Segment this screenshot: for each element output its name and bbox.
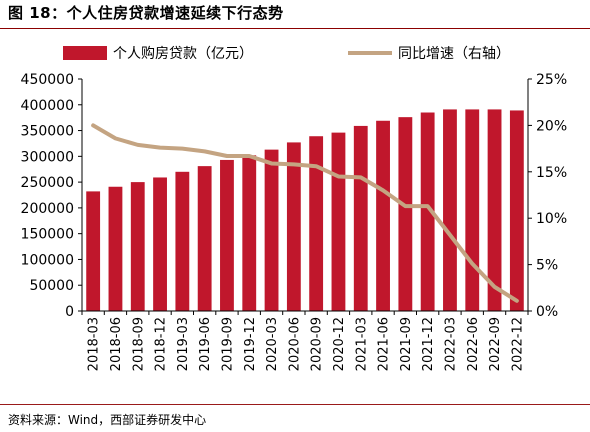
legend-swatch-bar bbox=[63, 46, 107, 60]
bar bbox=[220, 159, 234, 311]
bar bbox=[242, 155, 257, 311]
growth-line bbox=[91, 123, 519, 303]
x-tick-label: 2019-12 bbox=[243, 317, 258, 371]
bar bbox=[175, 171, 190, 311]
y-left-tick-label: 50000 bbox=[29, 278, 74, 294]
x-tick-label: 2018-09 bbox=[131, 317, 146, 371]
x-tick-label: 2020-03 bbox=[265, 317, 280, 371]
x-tick-label: 2022-12 bbox=[510, 317, 525, 371]
x-tick-label: 2020-12 bbox=[332, 317, 347, 371]
bar bbox=[197, 166, 212, 311]
x-tick-label: 2021-12 bbox=[421, 317, 436, 371]
x-tick-label: 2022-03 bbox=[443, 317, 458, 371]
legend-label-bar: 个人购房贷款（亿元） bbox=[113, 46, 253, 62]
y-left-tick-label: 250000 bbox=[21, 175, 74, 191]
y-right-tick-label: 10% bbox=[536, 211, 567, 227]
y-left-tick-label: 300000 bbox=[21, 149, 74, 165]
figure-title: 图 18：个人住房贷款增速延续下行态势 bbox=[8, 4, 284, 22]
bar bbox=[286, 142, 301, 311]
x-tick-label: 2022-06 bbox=[466, 317, 481, 371]
bar bbox=[353, 125, 368, 311]
x-tick-label: 2020-09 bbox=[310, 317, 325, 371]
x-tick-label: 2018-03 bbox=[87, 317, 102, 371]
bar bbox=[398, 117, 413, 312]
source-note: 资料来源：Wind，西部证券研发中心 bbox=[8, 413, 207, 427]
bar bbox=[331, 132, 346, 311]
bar bbox=[509, 110, 524, 311]
bar bbox=[108, 186, 123, 311]
x-tick-label: 2018-06 bbox=[109, 317, 124, 371]
x-tick-label: 2022-09 bbox=[488, 317, 503, 371]
bar bbox=[264, 149, 279, 311]
x-tick-label: 2019-06 bbox=[198, 317, 213, 371]
bar bbox=[86, 191, 101, 311]
bar bbox=[443, 109, 457, 311]
title-divider bbox=[0, 28, 590, 29]
x-tick-label: 2020-06 bbox=[287, 317, 302, 371]
y-left-tick-label: 350000 bbox=[21, 124, 74, 140]
y-right-tick-label: 15% bbox=[536, 165, 567, 181]
x-tick-label: 2019-03 bbox=[176, 317, 191, 371]
bar bbox=[153, 177, 167, 311]
source-divider bbox=[0, 404, 590, 405]
bar bbox=[309, 136, 324, 311]
y-right-tick-label: 20% bbox=[536, 118, 567, 134]
y-left-tick-label: 450000 bbox=[21, 72, 74, 88]
chart-svg: 个人购房贷款（亿元） 同比增速（右轴） 0 50000 100000 150000 2000… bbox=[21, 46, 567, 371]
y-right-tick-label: 25% bbox=[536, 72, 567, 88]
y-left-tick-label: 200000 bbox=[21, 201, 74, 217]
x-tick-label: 2019-09 bbox=[220, 317, 235, 371]
legend-label-line: 同比增速（右轴） bbox=[398, 46, 510, 62]
y-left-tick-label: 150000 bbox=[21, 227, 74, 243]
bar bbox=[487, 109, 502, 311]
x-tick-label: 2021-09 bbox=[399, 317, 414, 371]
y-left-tick-label: 400000 bbox=[21, 98, 74, 114]
x-tick-label: 2021-03 bbox=[354, 317, 369, 371]
bar bbox=[420, 112, 435, 311]
x-tick-label: 2021-06 bbox=[377, 317, 392, 371]
x-tick-label: 2018-12 bbox=[154, 317, 169, 371]
bar bbox=[130, 182, 145, 311]
y-left-tick-label: 100000 bbox=[21, 252, 74, 268]
y-right-tick-label: 0% bbox=[536, 304, 558, 320]
bar bbox=[376, 120, 390, 311]
bar bbox=[465, 109, 480, 311]
y-left-tick-label: 0 bbox=[65, 304, 74, 320]
y-right-tick-label: 5% bbox=[536, 258, 558, 274]
